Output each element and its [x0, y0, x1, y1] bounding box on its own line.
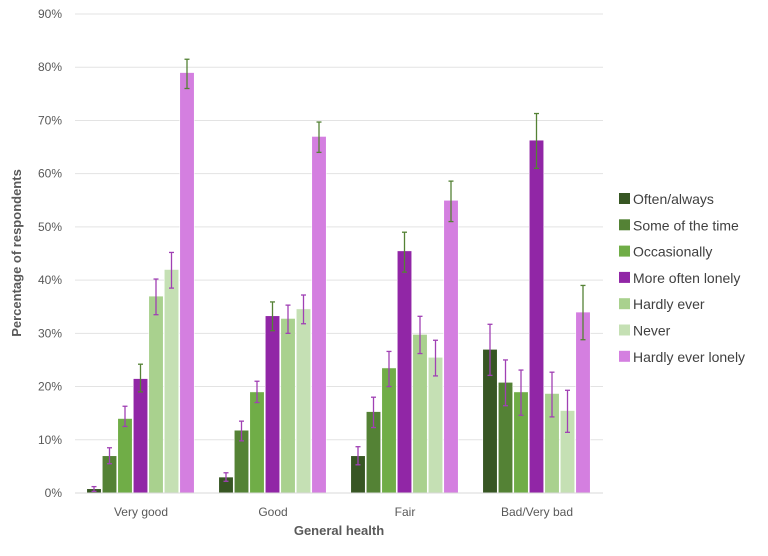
legend-swatch [619, 271, 630, 283]
bar [179, 72, 195, 494]
legend-item: Some of the time [619, 217, 739, 233]
error-bar [402, 231, 407, 273]
y-tick-label: 80% [38, 60, 62, 74]
bar [117, 418, 133, 494]
bar [427, 356, 444, 494]
bar [132, 378, 149, 494]
bars [86, 58, 591, 494]
error-bar [91, 485, 97, 493]
error-bar [565, 389, 570, 433]
y-axis-ticks: 0% 10% 20% 30% 40% 50% 60% 70% 80% 90% [38, 7, 62, 500]
bar [396, 250, 413, 494]
bar [249, 391, 265, 494]
y-tick-label: 40% [38, 273, 62, 287]
error-bar [386, 350, 392, 388]
bar [443, 199, 459, 494]
legend-item: Occasionally [619, 244, 712, 260]
x-tick-label: Bad/Very bad [501, 505, 573, 519]
legend-item: More often lonely [619, 270, 740, 286]
x-tick-label: Fair [395, 505, 416, 519]
error-bar [184, 58, 190, 90]
legend-swatch [619, 350, 630, 362]
bar [528, 139, 545, 494]
legend: Often/always Some of the time Occasionally… [619, 191, 745, 365]
error-bar [534, 112, 539, 169]
error-bar [417, 315, 423, 355]
legend-label: Hardly ever [633, 296, 705, 312]
legend-swatch [619, 193, 630, 204]
error-bar [107, 447, 112, 465]
legend-label: Hardly ever lonely [633, 349, 745, 365]
y-tick-label: 10% [38, 433, 62, 447]
error-bar [169, 251, 174, 289]
error-bar [239, 420, 244, 442]
error-bar [153, 278, 159, 316]
error-bar [223, 472, 229, 482]
legend-label: Never [633, 323, 671, 339]
y-tick-label: 60% [38, 167, 62, 181]
y-tick-label: 20% [38, 380, 62, 394]
error-bar [503, 359, 508, 407]
legend-item: Never [619, 323, 671, 339]
error-bar [487, 323, 493, 377]
bar [311, 136, 327, 494]
legend-item: Hardly ever lonely [619, 349, 745, 365]
bar [295, 308, 312, 494]
error-bar [270, 301, 275, 332]
bar [163, 269, 180, 494]
error-bar [122, 405, 128, 428]
legend-swatch [619, 219, 630, 231]
error-bar [580, 284, 586, 341]
legend-item: Often/always [619, 191, 714, 207]
bar [412, 334, 428, 494]
legend-label: Often/always [633, 191, 714, 207]
legend-swatch [619, 324, 630, 336]
x-tick-label: Very good [114, 505, 168, 519]
error-bar [448, 180, 454, 223]
error-bar [433, 339, 438, 377]
error-bar [254, 380, 260, 404]
y-tick-label: 70% [38, 113, 62, 127]
bar [264, 315, 281, 494]
y-axis-title: Percentage of respondents [9, 169, 24, 337]
legend-label: More often lonely [633, 270, 740, 286]
bar [280, 318, 296, 494]
y-tick-label: 0% [45, 486, 63, 500]
error-bar [301, 294, 306, 325]
error-bar [138, 363, 143, 393]
y-tick-label: 90% [38, 7, 62, 21]
legend-swatch [619, 298, 630, 310]
y-tick-label: 30% [38, 326, 62, 340]
x-axis-title: General health [294, 523, 384, 538]
bar [148, 295, 164, 494]
y-tick-label: 50% [38, 220, 62, 234]
error-bar [285, 304, 291, 334]
error-bar [316, 121, 322, 154]
legend-label: Occasionally [633, 244, 712, 260]
error-bar [518, 369, 524, 416]
x-tick-label: Good [258, 505, 287, 519]
error-bar [355, 446, 361, 466]
legend-item: Hardly ever [619, 296, 705, 312]
x-axis-ticks: Very good Good Fair Bad/Very bad [114, 505, 573, 519]
error-bar [371, 396, 376, 429]
legend-swatch [619, 245, 630, 257]
error-bar [549, 371, 555, 418]
legend-label: Some of the time [633, 217, 739, 233]
